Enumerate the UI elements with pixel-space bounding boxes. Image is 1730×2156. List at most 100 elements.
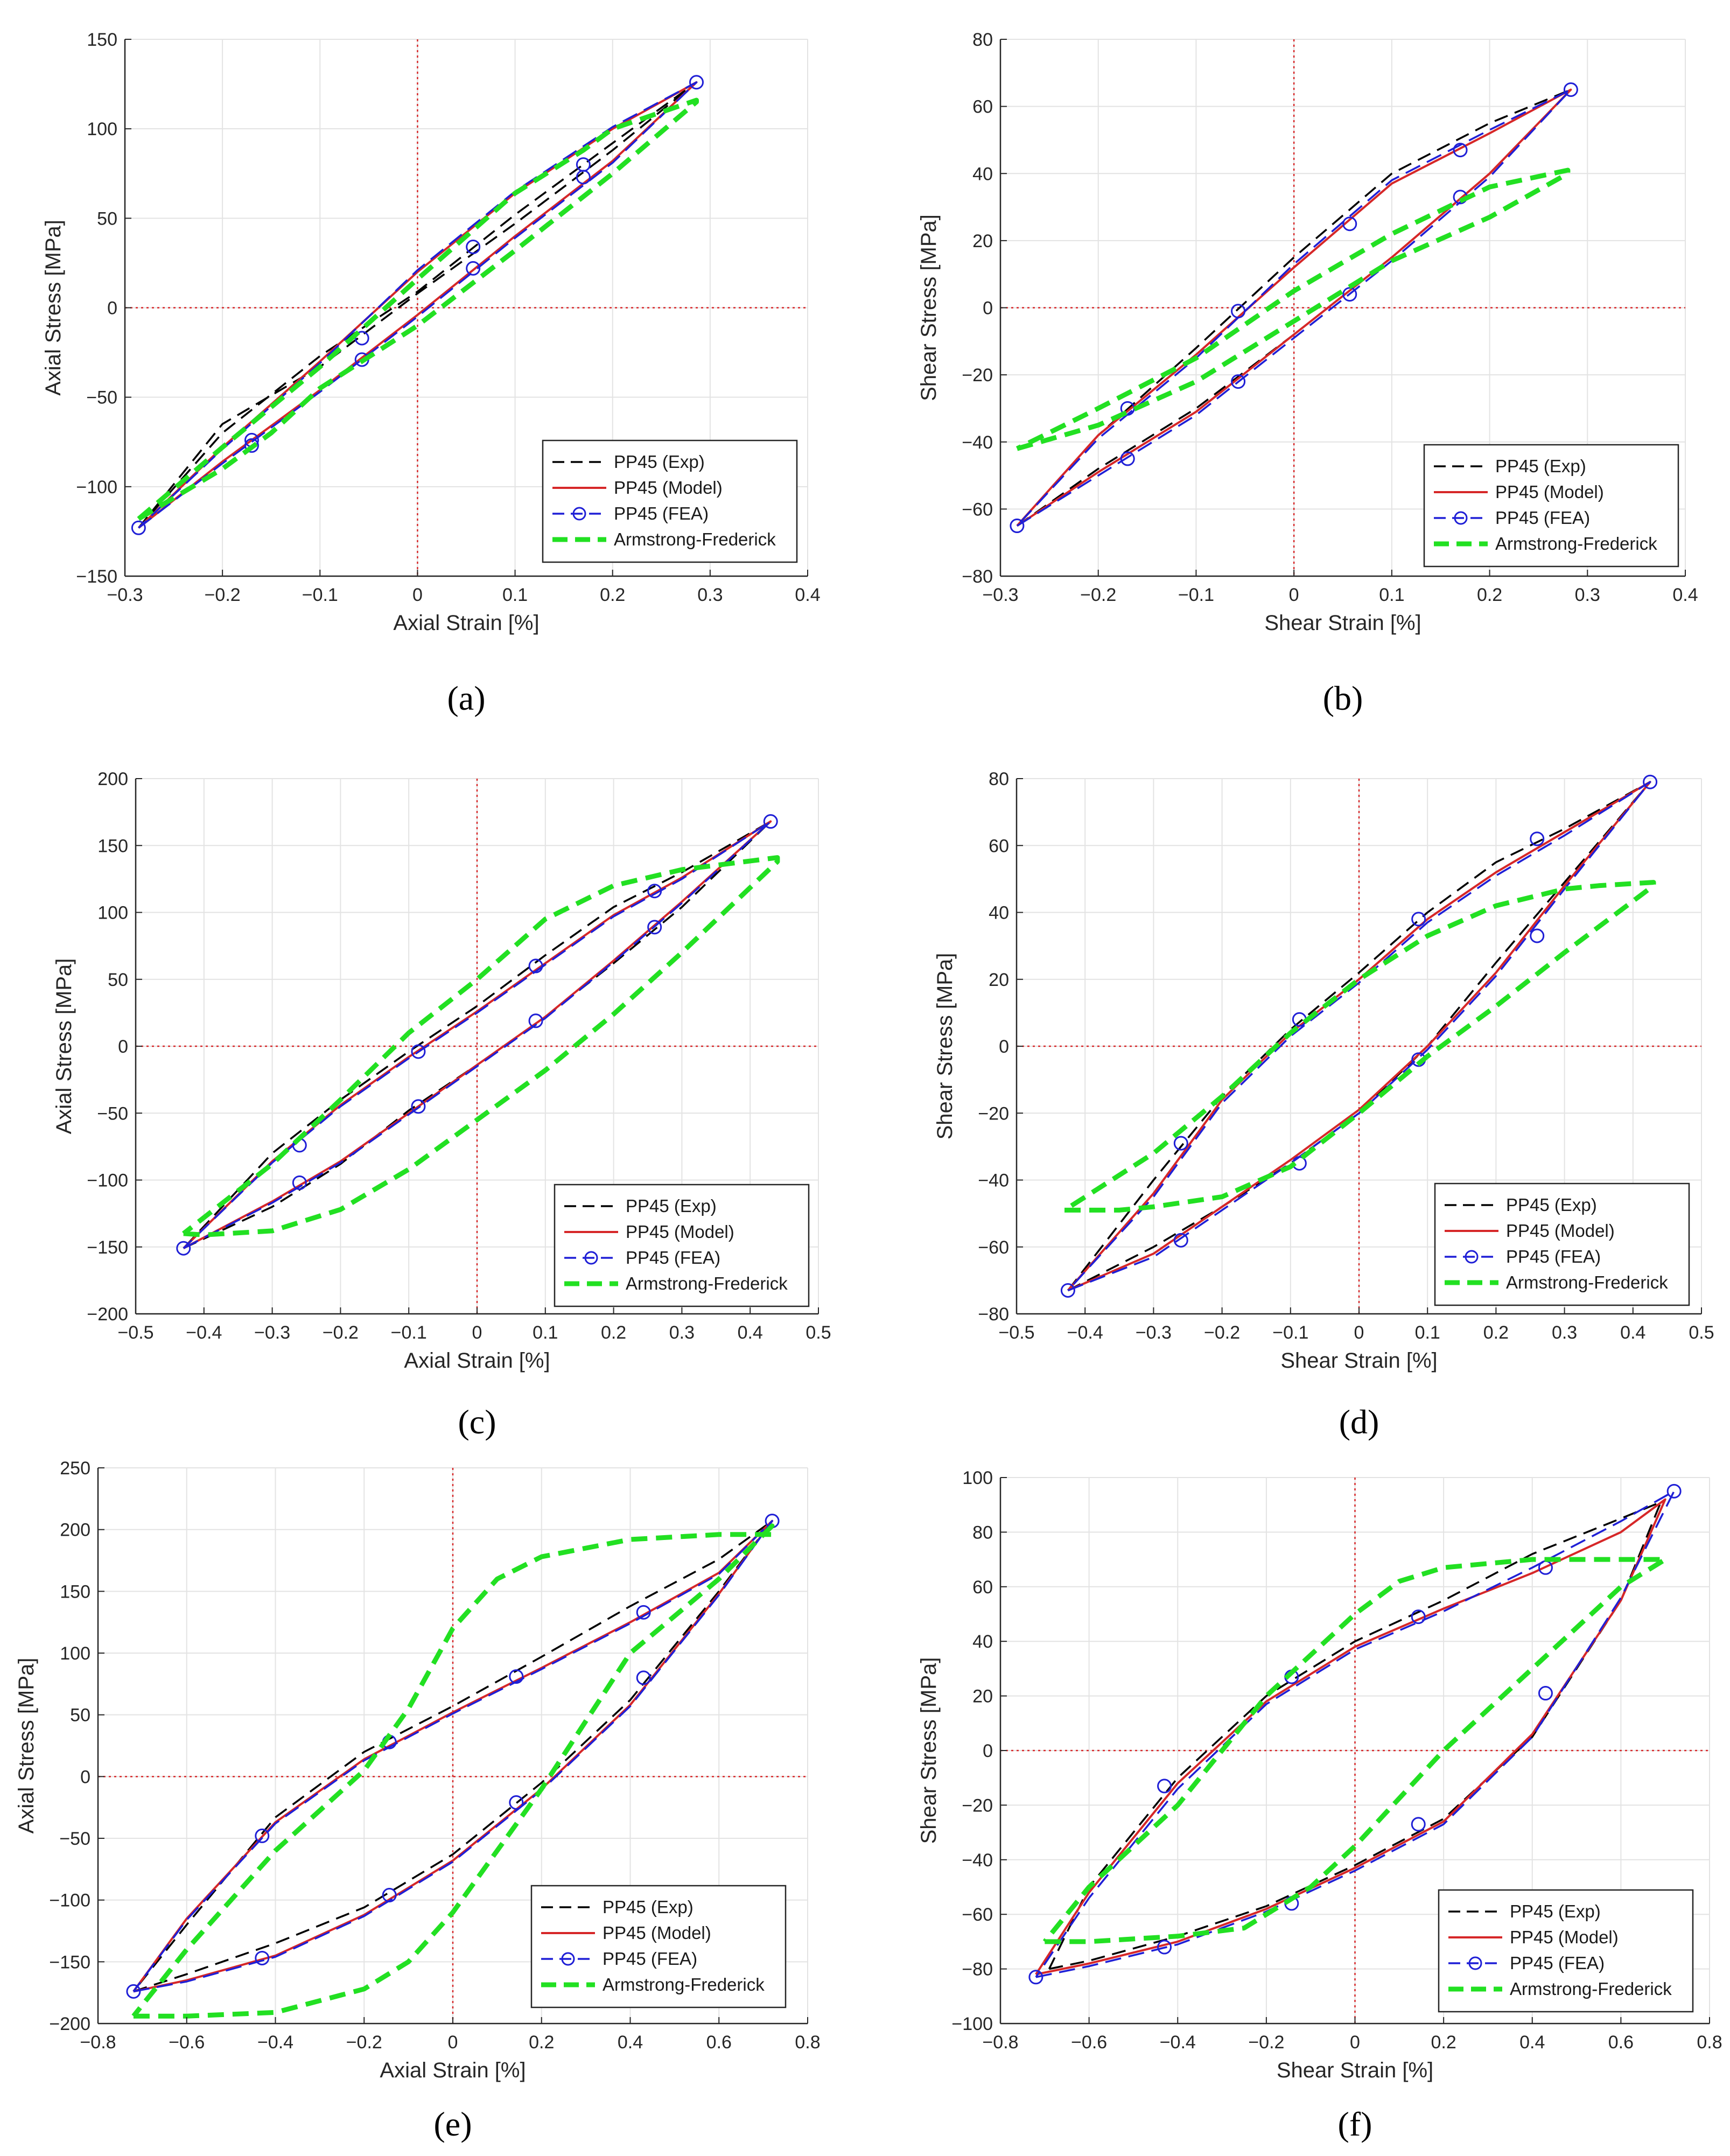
fea-marker [528,1013,543,1028]
series-line-af [1042,1557,1668,1944]
legend: PP45 (Exp) PP45 (Model) PP45 (FEA) Armstron… [542,439,798,563]
y-tick-label: −50 [97,1103,128,1124]
series-line-exp [1048,1501,1662,1970]
y-tick-label: −40 [962,1850,993,1871]
legend-label: PP45 (FEA) [1506,1247,1601,1266]
y-tick-label: 100 [60,1643,90,1664]
x-tick-label: 0.1 [502,585,528,605]
x-tick-label: 0.8 [1697,2032,1722,2053]
y-tick-label: −20 [962,1795,993,1816]
fea-marker [1530,928,1545,943]
x-tick-label: 0.3 [697,585,723,605]
y-axis-label: Shear Stress [MPa] [933,953,957,1140]
y-tick-label: 40 [989,903,1009,923]
series-line-af [1063,880,1656,1213]
series-line-exp [183,820,772,1249]
y-tick-label: 40 [972,164,993,184]
x-tick-label: −0.3 [1136,1322,1172,1343]
legend-label: PP45 (Exp) [1510,1901,1601,1921]
fea-marker [411,1044,426,1059]
y-tick-label: −60 [978,1237,1009,1258]
x-tick-label: 0 [1354,1322,1364,1343]
x-tick-label: −0.2 [1204,1322,1240,1343]
fea-marker [466,240,481,255]
y-tick-label: −20 [978,1103,1009,1124]
x-axis-label: Shear Strain [%] [1280,1349,1437,1373]
y-tick-label: 150 [87,30,117,50]
x-tick-label: 0.8 [795,2032,820,2053]
x-tick-label: 0.3 [1575,585,1600,605]
y-tick-label: 0 [983,1741,993,1761]
legend-marker [1468,1956,1482,1970]
fea-marker [1231,374,1246,389]
x-tick-label: 0 [412,585,423,605]
x-tick-label: −0.4 [1160,2032,1196,2053]
series-line-af [137,97,699,521]
x-tick-label: 0.4 [1672,585,1698,605]
y-tick-label: −20 [962,365,993,386]
fea-marker [411,1099,426,1114]
y-tick-label: 60 [989,836,1009,856]
legend-label: Armstrong-Frederick [626,1273,788,1293]
legend-label: PP45 (FEA) [614,503,709,523]
fea-marker [1060,1283,1075,1298]
fea-marker [176,1241,191,1256]
legend-label: Armstrong-Frederick [1495,534,1657,554]
legend-label: PP45 (Model) [1506,1221,1615,1241]
panel-caption: (e) [433,2105,472,2143]
legend-label: PP45 (Exp) [603,1897,694,1917]
panel-caption: (b) [1323,679,1363,717]
y-tick-label: 40 [972,1632,993,1652]
y-tick-label: −60 [962,499,993,520]
y-axis-label: Shear Stress [MPa] [917,1657,941,1844]
y-tick-label: −40 [962,432,993,453]
fea-marker [1010,519,1025,534]
x-tick-label: −0.4 [1067,1322,1103,1343]
series-line-fea [138,81,698,529]
legend-label: Armstrong-Frederick [1506,1272,1668,1292]
series-line-model [1016,88,1572,527]
legend-label: Armstrong-Frederick [1510,1979,1672,1999]
legend-label: PP45 (Exp) [614,452,705,472]
legend-label: Armstrong-Frederick [614,529,776,549]
y-axis-label: Shear Stress [MPa] [917,214,941,401]
y-tick-label: 80 [989,769,1009,789]
legend-marker [1465,1250,1479,1264]
legend-label: PP45 (Model) [1495,482,1604,502]
x-axis-label: Axial Strain [%] [404,1349,550,1373]
fea-marker [1411,1817,1426,1832]
x-tick-label: 0.5 [1689,1322,1714,1343]
y-tick-label: 200 [60,1520,90,1541]
x-tick-label: 0.2 [529,2032,554,2053]
fea-marker [1231,304,1246,319]
legend-label: PP45 (FEA) [626,1248,720,1268]
x-tick-label: 0.4 [795,585,820,605]
x-tick-label: −0.8 [982,2032,1018,2053]
y-tick-label: 100 [962,1468,993,1488]
fea-marker [1411,1609,1426,1625]
x-axis-label: Axial Strain [%] [393,611,539,635]
series-line-model [183,820,772,1249]
fea-marker [647,920,662,935]
fea-marker [1453,143,1468,158]
y-tick-label: 20 [972,1686,993,1707]
legend-marker [1454,511,1468,525]
legend-label: PP45 (Model) [614,478,723,498]
panel-b: −0.3 −0.2 −0.1 0 0.1 0.2 0.3 0.4 −80 −60 −40 −20 0 20… [917,30,1698,717]
y-tick-label: 0 [80,1767,90,1787]
legend-label: PP45 (FEA) [1495,508,1590,528]
x-tick-label: −0.2 [1080,585,1116,605]
x-tick-label: −0.2 [205,585,241,605]
series-line-exp [1016,88,1572,527]
y-tick-label: −100 [87,1171,128,1191]
y-tick-label: 50 [70,1705,90,1726]
legend-label: PP45 (Exp) [626,1196,717,1216]
fea-marker [1173,1136,1188,1151]
x-tick-label: −0.4 [186,1322,222,1343]
legend: PP45 (Exp) PP45 (Model) PP45 (FEA) Armstron… [1438,1889,1694,2013]
y-tick-label: 50 [108,970,128,990]
x-tick-label: −0.5 [998,1322,1034,1343]
panel-d: −0.5 −0.4 −0.3 −0.2 −0.1 0 0.1 0.2 0.3 0.4 0.5 −80 −… [933,769,1714,1441]
y-tick-label: −80 [962,566,993,587]
fea-marker [576,157,591,172]
